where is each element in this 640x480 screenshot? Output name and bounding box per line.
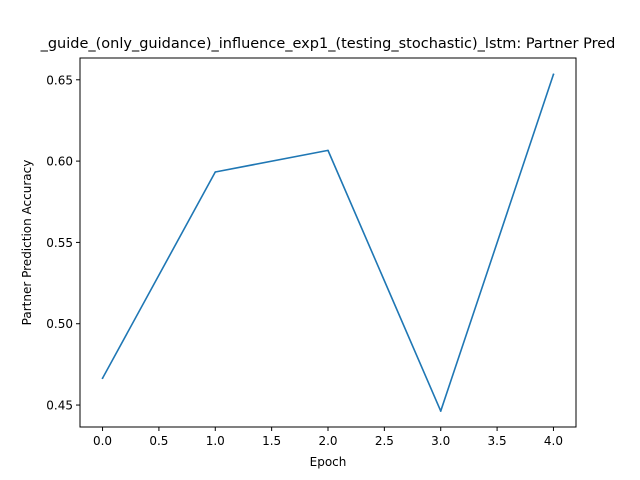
x-tick-label: 0.0 xyxy=(93,434,112,448)
x-tick-label: 1.0 xyxy=(206,434,225,448)
x-tick-label: 3.5 xyxy=(488,434,507,448)
data-point xyxy=(101,377,104,380)
x-tick-label: 3.0 xyxy=(431,434,450,448)
y-tick-label: 0.65 xyxy=(46,73,73,87)
data-point xyxy=(327,149,329,152)
y-tick-label: 0.60 xyxy=(46,155,73,169)
x-tick-label: 1.5 xyxy=(262,434,281,448)
x-tick-label: 0.5 xyxy=(149,434,168,448)
chart-title: _guide_(only_guidance)_influence_exp1_(t… xyxy=(40,36,616,52)
x-tick-label: 2.0 xyxy=(318,434,337,448)
x-tick-label: 4.0 xyxy=(544,434,563,448)
data-point xyxy=(214,171,217,173)
x-tick-label: 2.5 xyxy=(375,434,394,448)
y-axis-label: Partner Prediction Accuracy xyxy=(20,160,34,326)
x-axis-label: Epoch xyxy=(310,455,347,469)
y-tick-label: 0.45 xyxy=(46,399,73,413)
y-tick-label: 0.55 xyxy=(46,236,73,250)
data-point xyxy=(439,410,442,412)
x-axis-ticks: 0.0 0.5 1.0 1.5 2.0 2.5 3.0 3.5 4.0 xyxy=(93,427,563,448)
y-tick-label: 0.50 xyxy=(46,317,73,331)
plot-area xyxy=(101,73,555,412)
y-axis-ticks: 0.45 0.50 0.55 0.60 0.65 xyxy=(46,73,80,413)
data-point xyxy=(552,73,555,76)
